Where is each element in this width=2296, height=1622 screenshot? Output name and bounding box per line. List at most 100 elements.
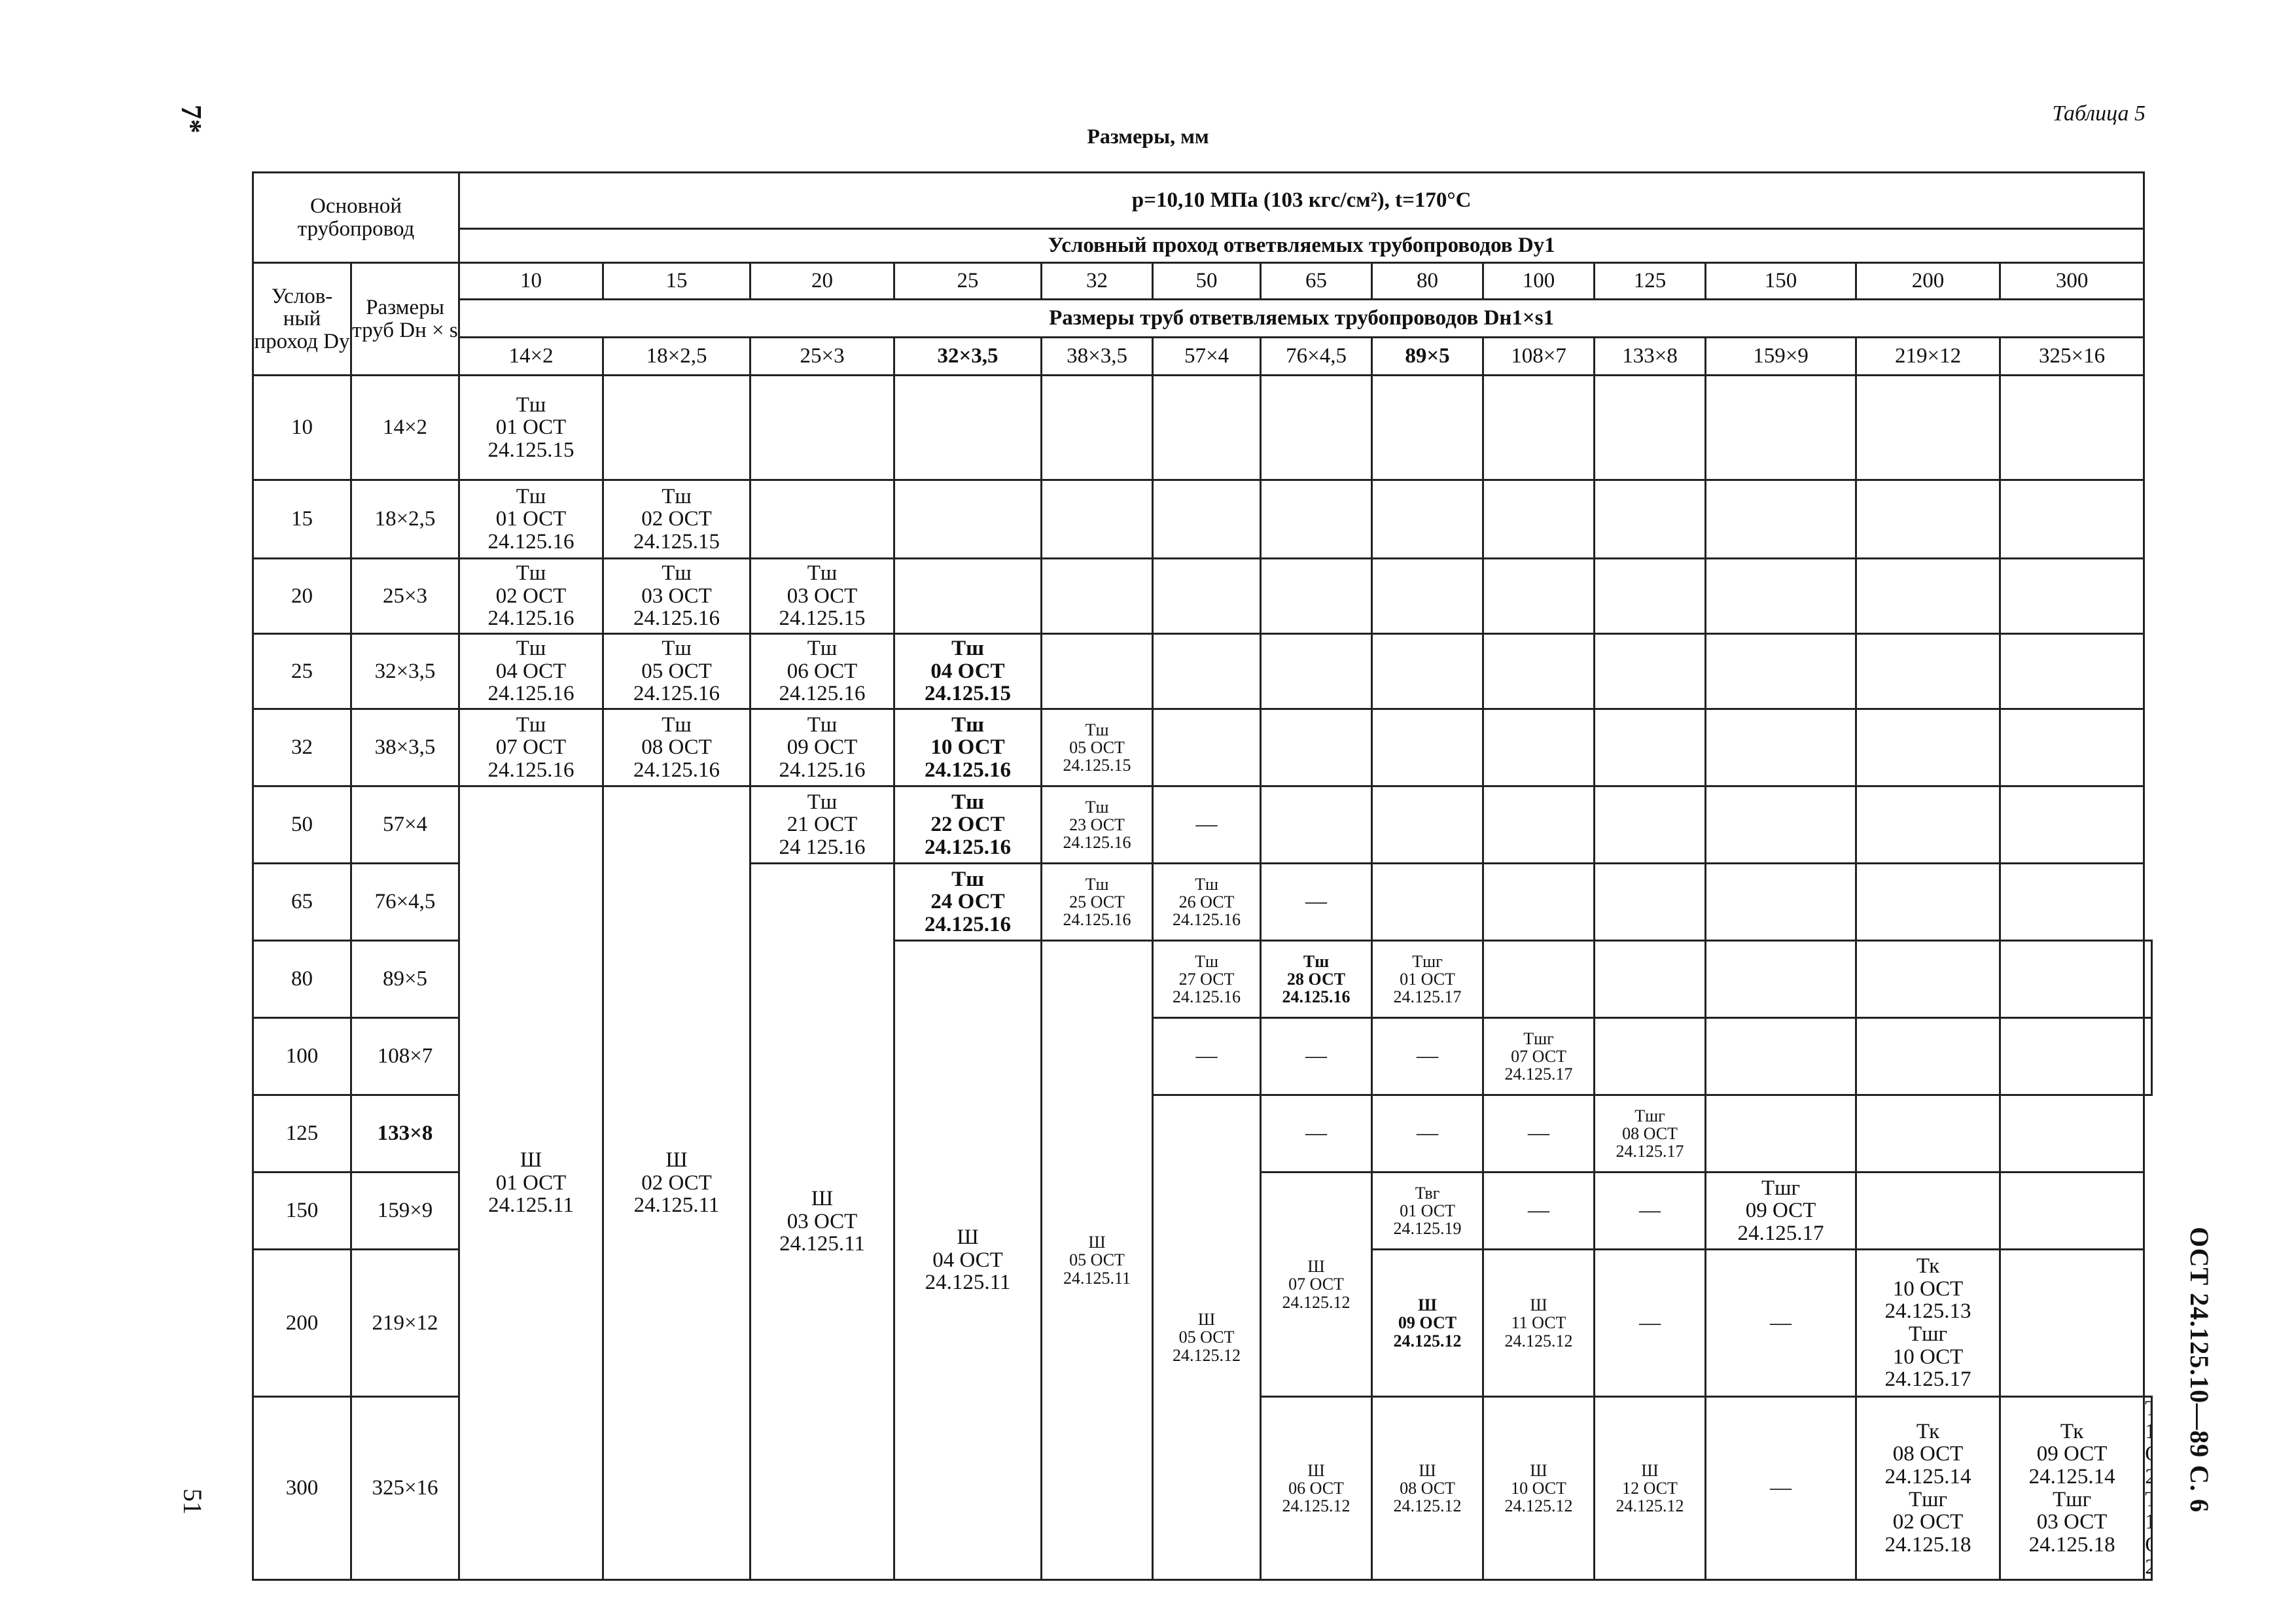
fitting-text-line: 02 ОСТ: [495, 584, 567, 608]
fitting-cell: Тш 02 ОСТ 24.125.15: [602, 479, 752, 559]
fitting-text-line: 24.125.16: [925, 758, 1012, 782]
fitting-cell: —: [1593, 1248, 1707, 1398]
fitting-text-line: 02 ОСТ: [1892, 1510, 1964, 1534]
fitting-text-line: 24.125.13: [1884, 1299, 1971, 1324]
fitting-text-line: 24.125.16: [1282, 987, 1351, 1007]
fitting-text-line: 21 ОСТ: [786, 813, 858, 837]
fitting-cell: Тш 28 ОСТ 24.125.16: [1260, 940, 1373, 1019]
conditions-header: p=10,10 МПа (103 кгс/см²), t=170°С: [458, 171, 2146, 230]
fitting-text-line: 24.125.16: [925, 912, 1012, 936]
col-dy-header: Услов-ный проход Dу: [252, 262, 352, 376]
row-dy: 15: [252, 479, 352, 559]
fitting-text-line: Тшг: [2053, 1487, 2092, 1511]
fitting-text-line: Тш: [516, 561, 546, 586]
fitting-text-line: Тш: [951, 790, 984, 814]
row-dims: 219×12: [349, 1248, 461, 1398]
branch-dims-cell: 76×4,5: [1260, 336, 1373, 376]
fitting-text-line: 24.125.17: [2146, 1556, 2150, 1578]
fitting-text-line: 07 ОСТ: [495, 735, 567, 760]
fitting-text-line: 11 ОСТ: [2146, 1420, 2150, 1466]
fitting-cell: —: [1152, 785, 1262, 864]
fitting-text-line: 07 ОСТ: [1288, 1275, 1344, 1294]
fitting-text-line: 06 ОСТ: [786, 659, 858, 683]
branch-dy-cell: 125: [1593, 262, 1707, 300]
fitting-text-line: Тш: [662, 637, 692, 661]
branch-dy-cell: 65: [1260, 262, 1373, 300]
fitting-text-line: 24.125.17: [1504, 1065, 1573, 1084]
fitting-text-line: 03 ОСТ: [786, 1209, 858, 1233]
fitting-text-line: 10 ОСТ: [930, 735, 1005, 760]
fitting-text-line: 24.125.16: [1063, 833, 1131, 853]
branch-dy-cell: 25: [893, 262, 1043, 300]
fitting-text-line: 24.125.13: [2146, 1466, 2150, 1489]
fitting-text-line: 24.125.12: [1173, 1345, 1241, 1365]
fitting-text-line: 08 ОСТ: [1622, 1123, 1678, 1143]
fitting-text-line: 09 ОСТ: [786, 735, 858, 760]
fitting-text-line: Тш: [662, 713, 692, 737]
fitting-text-line: 05 ОСТ: [1069, 1250, 1125, 1270]
branch-dy-cell: 32: [1040, 262, 1154, 300]
fitting-text-line: 24.125.14: [1884, 1464, 1971, 1489]
branch-dy-cell: 15: [602, 262, 752, 300]
fitting-cell: Тш 04 ОСТ 24.125.16: [458, 633, 605, 710]
fitting-text-line: Тш: [1303, 951, 1330, 971]
fitting-text-line: 24.125.12: [1282, 1292, 1351, 1312]
fitting-text-line: 24.125.14: [2028, 1464, 2115, 1489]
fitting-text-line: 12 ОСТ: [1622, 1478, 1678, 1498]
row-dims: 18×2,5: [349, 479, 461, 559]
fitting-text-line: 08 ОСТ: [1892, 1442, 1964, 1466]
fitting-cell: Тш 25 ОСТ 24.125.16: [1040, 862, 1154, 942]
branch-dy-cell: 10: [458, 262, 605, 300]
fitting-cell: Тш 05 ОСТ 24.125.16: [602, 633, 752, 710]
fitting-text-line: 01 ОСТ: [495, 415, 567, 440]
fitting-text-line: 24.125.15: [487, 438, 574, 462]
fitting-text-line: 24.125.15: [925, 682, 1012, 706]
branch-dy-cell: 50: [1152, 262, 1262, 300]
fitting-text-line: Тк: [2146, 1399, 2150, 1420]
fitting-text-line: Тш: [807, 790, 838, 814]
fitting-cell: Тш 24 ОСТ 24.125.16: [893, 862, 1043, 942]
main-pipe-header: Основной трубопровод: [251, 171, 461, 264]
fitting-text-line: 08 ОСТ: [1400, 1478, 1455, 1498]
fitting-text-line: Тш: [662, 561, 692, 586]
fitting-text-line: 24.125.12: [1504, 1496, 1573, 1516]
branch-dims-cell: 108×7: [1482, 336, 1596, 376]
row-dims: 32×3,5: [349, 633, 461, 710]
fitting-text-line: Тш: [1085, 720, 1109, 739]
fitting-text-line: Тш: [516, 713, 546, 737]
fitting-text-line: 04 ОСТ: [930, 659, 1005, 683]
table-row: 32 38×3,5 Тш 07 ОСТ 24.125.16 Тш 08 ОСТ 24.1…: [252, 708, 2152, 787]
branch-dims-cell: 32×3,5: [893, 336, 1043, 376]
fitting-text-line: Тш: [1195, 951, 1218, 971]
fitting-text-line: 09 ОСТ: [1398, 1313, 1457, 1333]
fitting-text-line: 05 ОСТ: [641, 659, 712, 683]
branch-dy-cell: 150: [1704, 262, 1858, 300]
fitting-text-line: 24.125.16: [633, 682, 720, 706]
table-row: 100 108×7 — — — Тшг 07 ОСТ 24.125.17: [252, 1017, 2153, 1096]
fitting-text-line: 24.125.12: [1393, 1331, 1462, 1350]
fitting-text-line: 24.125.16: [487, 682, 574, 706]
fitting-cell: Тш 22 ОСТ 24.125.16: [893, 785, 1043, 864]
row-dims: 38×3,5: [349, 708, 461, 787]
fitting-cell: Ш 08 ОСТ 24.125.12: [1371, 1395, 1485, 1581]
fitting-text-line: Твг: [1415, 1183, 1440, 1203]
fitting-cell: —: [1260, 1017, 1373, 1096]
fitting-text-line: 24.125.16: [1063, 910, 1131, 930]
fitting-text-line: Тшг: [1523, 1029, 1554, 1048]
fitting-cell: Тш 10 ОСТ 24.125.16: [893, 708, 1043, 787]
fitting-text-line: 24.125.16: [487, 607, 574, 631]
row-dims: 14×2: [349, 374, 461, 481]
fitting-text-line: Ш: [1197, 1310, 1216, 1330]
fitting-text-line: 24.125.16: [779, 758, 866, 782]
fitting-cell: —: [1371, 1017, 1485, 1096]
fitting-text-line: Тш: [516, 393, 546, 417]
fitting-cell: —: [1260, 862, 1373, 942]
branch-dy-cell: 100: [1482, 262, 1596, 300]
fitting-text-line: 07 ОСТ: [1511, 1046, 1566, 1066]
fitting-text-line: Тшг: [1908, 1487, 1948, 1511]
fitting-cell: Твг 01 ОСТ 24.125.19: [1371, 1171, 1485, 1250]
fitting-text-line: 24.125.16: [633, 607, 720, 631]
fitting-text-line: Ш: [1641, 1460, 1659, 1480]
fitting-text-line: 24.125.11: [1063, 1268, 1131, 1288]
fitting-cell: Тк 10 ОСТ 24.125.13 Тшг 10 ОСТ 24.125.17: [1855, 1248, 2002, 1398]
